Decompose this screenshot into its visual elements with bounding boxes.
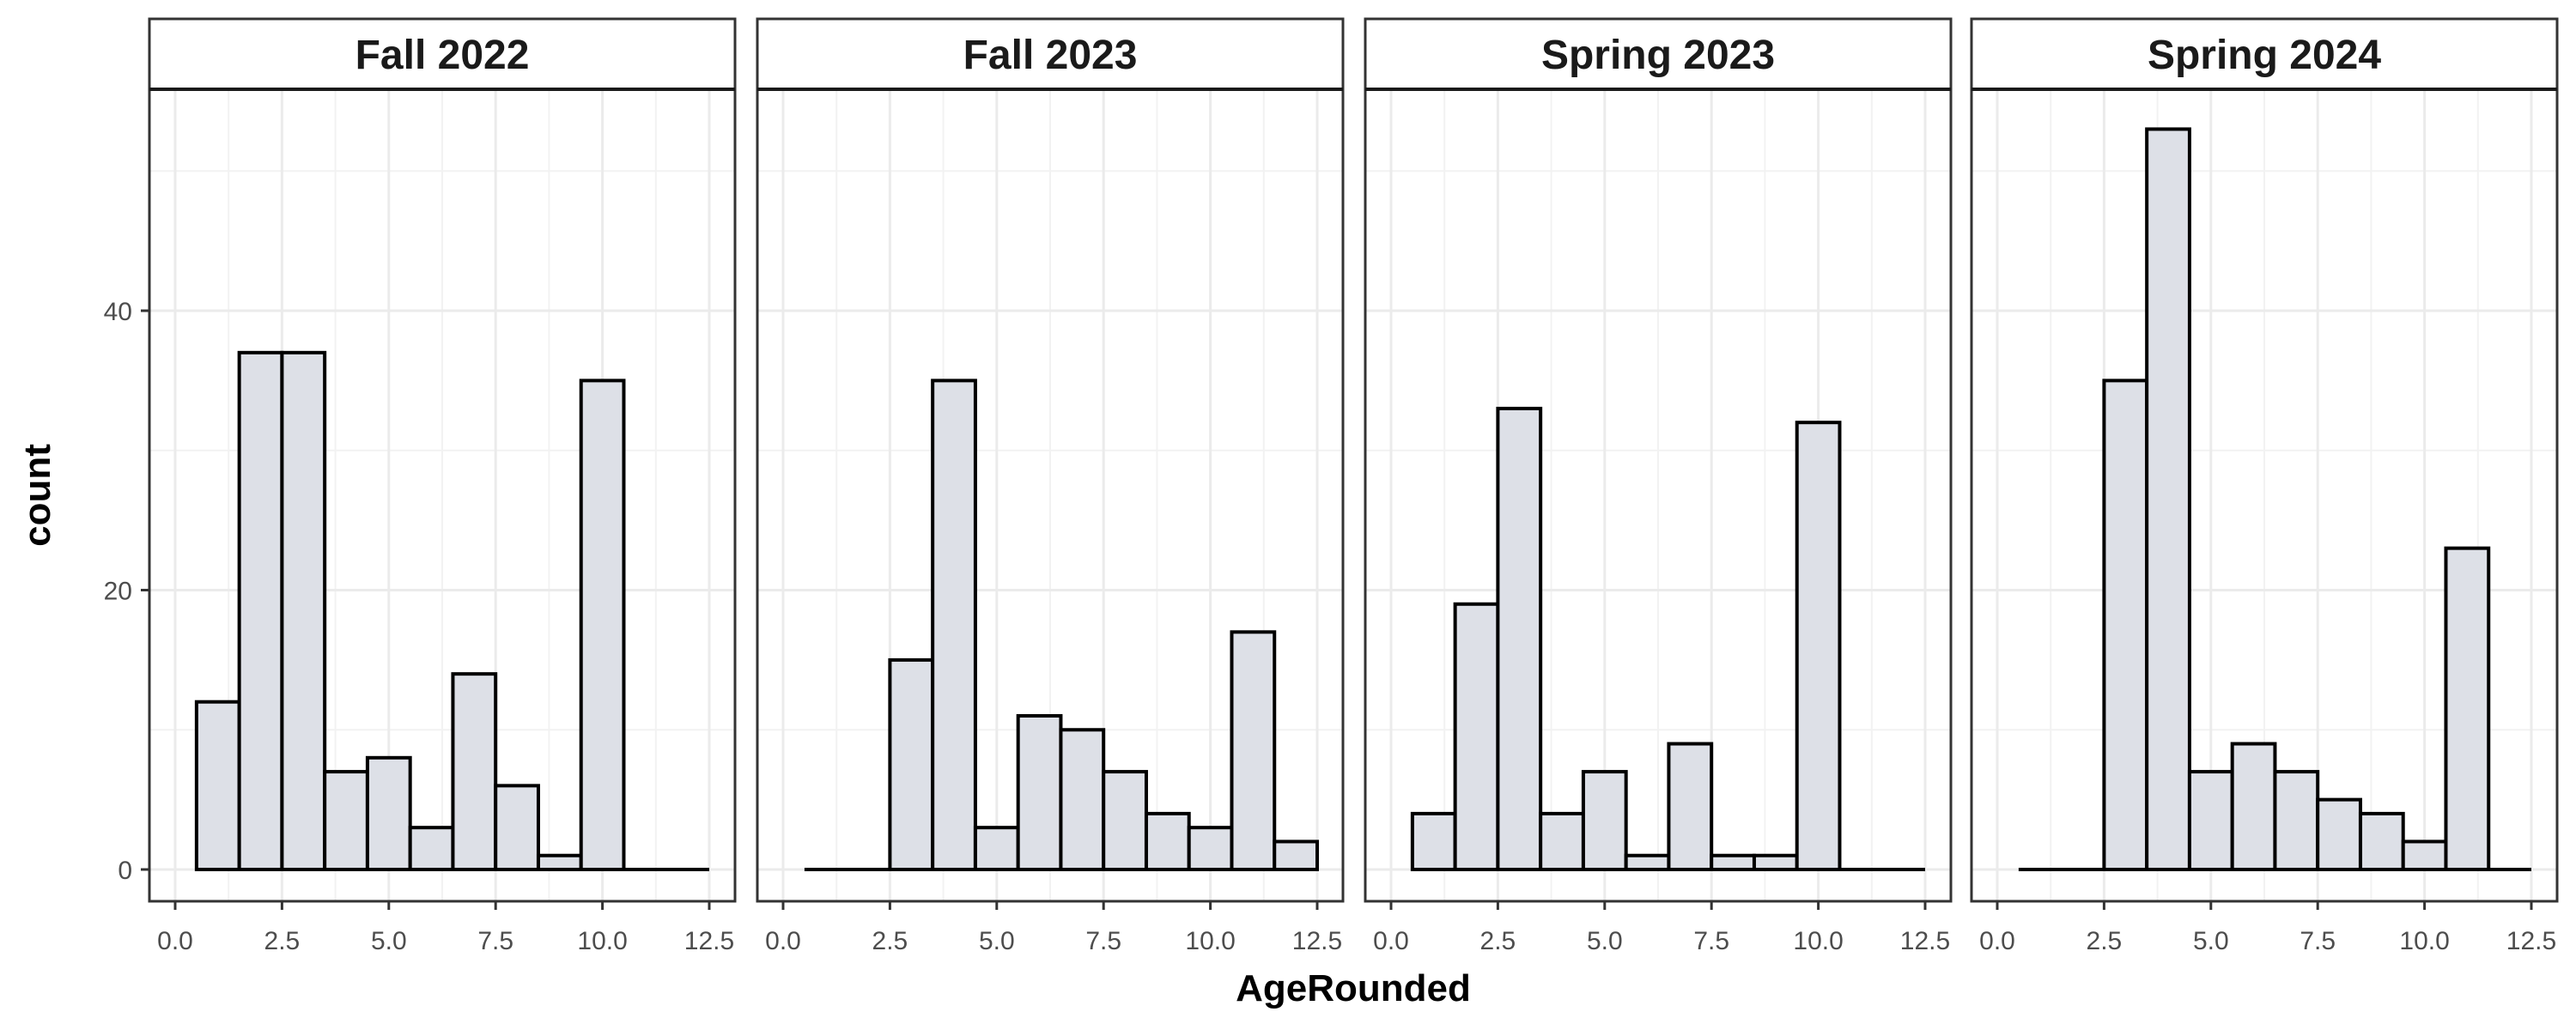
histogram-bar [365, 755, 412, 871]
histogram-bar [2145, 127, 2191, 872]
histogram-bar [2444, 546, 2491, 871]
histogram-bar [1453, 602, 1500, 872]
histogram-bar [1187, 826, 1234, 871]
histogram-bar [2401, 839, 2448, 872]
histogram-bar [973, 826, 1020, 871]
x-tick-label: 7.5 [1085, 927, 1121, 955]
histogram-bar [2358, 811, 2405, 872]
x-tick-label: 12.5 [1900, 927, 1950, 955]
histogram-bar [536, 853, 583, 871]
x-tick-label: 5.0 [1587, 927, 1623, 955]
histogram-bar [237, 350, 284, 871]
histogram-bar [494, 784, 540, 871]
facet-panel: Spring 2024 0.0 2.5 5.0 7.5 10.0 12.5 [1970, 17, 2559, 955]
facet-title: Spring 2023 [1541, 33, 1775, 78]
y-tick-label: 40 [104, 298, 132, 326]
x-tick-label: 12.5 [684, 927, 734, 955]
x-tick-label: 0.0 [1979, 927, 2015, 955]
facet-strip [1364, 17, 1953, 91]
histogram-bar [1059, 728, 1106, 871]
x-tick-label: 10.0 [577, 927, 627, 955]
facet-panel: Fall 2022 0.0 2.5 5.0 7.5 10.0 12.5 [148, 17, 737, 955]
x-tick-label: 7.5 [2300, 927, 2336, 955]
histogram-bar [1102, 770, 1148, 872]
histogram-bar [579, 379, 626, 871]
facet-strip [1970, 17, 2559, 91]
histogram-bar [280, 350, 327, 871]
x-tick-label: 7.5 [1693, 927, 1729, 955]
facet-panel: Fall 2023 0.0 2.5 5.0 7.5 10.0 12.5 [756, 17, 1345, 955]
x-tick-label: 5.0 [979, 927, 1015, 955]
histogram-bar [194, 700, 241, 872]
histogram-bar [1581, 770, 1628, 872]
histogram-bar [1273, 839, 1319, 872]
histogram-bar [2102, 379, 2149, 871]
histogram-bar [1752, 853, 1799, 871]
histogram-bar [451, 672, 498, 872]
histogram-bar [1667, 742, 1714, 872]
x-tick-label: 12.5 [1292, 927, 1342, 955]
x-tick-label: 0.0 [765, 927, 801, 955]
y-tick-label: 0 [118, 857, 132, 885]
x-tick-label: 10.0 [1793, 927, 1843, 955]
y-axis-title: count [16, 444, 58, 547]
histogram-bar [931, 379, 977, 871]
histogram-bar [323, 770, 369, 872]
facet-panel: Spring 2023 0.0 2.5 5.0 7.5 10.0 12.5 [1364, 17, 1953, 955]
histogram-bar [2316, 797, 2362, 871]
x-tick-label: 10.0 [1185, 927, 1235, 955]
histogram-bar [2273, 770, 2320, 872]
histogram-bar [1410, 811, 1457, 872]
facet-strip [148, 17, 737, 91]
facet-title: Fall 2023 [963, 33, 1138, 78]
histogram-bar [2187, 770, 2234, 872]
histogram-bar [1230, 630, 1277, 871]
x-tick-label: 7.5 [477, 927, 513, 955]
histogram-bar [1496, 406, 1543, 871]
histogram-bar [1624, 853, 1671, 871]
histogram-bar [1539, 811, 1585, 872]
histogram-bar [1016, 713, 1063, 871]
histogram-bar [888, 657, 935, 871]
y-tick-label: 20 [104, 578, 132, 606]
facet-title: Fall 2022 [355, 33, 530, 78]
x-tick-label: 5.0 [371, 927, 407, 955]
histogram-bar [1710, 853, 1756, 871]
histogram-bar [1795, 421, 1842, 871]
x-tick-label: 2.5 [2087, 927, 2123, 955]
facet-title: Spring 2024 [2148, 33, 2381, 78]
x-tick-label: 12.5 [2506, 927, 2556, 955]
histogram-bar [1144, 811, 1191, 872]
x-axis-title: AgeRounded [1236, 967, 1471, 1009]
x-tick-label: 2.5 [1480, 927, 1516, 955]
x-tick-label: 0.0 [1373, 927, 1409, 955]
x-tick-label: 0.0 [157, 927, 193, 955]
x-tick-label: 5.0 [2193, 927, 2229, 955]
y-axis: 0 20 40 [104, 298, 149, 885]
facets: Fall 2022 0.0 2.5 5.0 7.5 10.0 12.5 Fall 2023 0.… [148, 17, 2559, 955]
x-tick-label: 2.5 [264, 927, 301, 955]
histogram-bar [2230, 742, 2277, 872]
x-tick-label: 2.5 [872, 927, 908, 955]
x-tick-label: 10.0 [2399, 927, 2449, 955]
histogram-bar [408, 826, 455, 871]
